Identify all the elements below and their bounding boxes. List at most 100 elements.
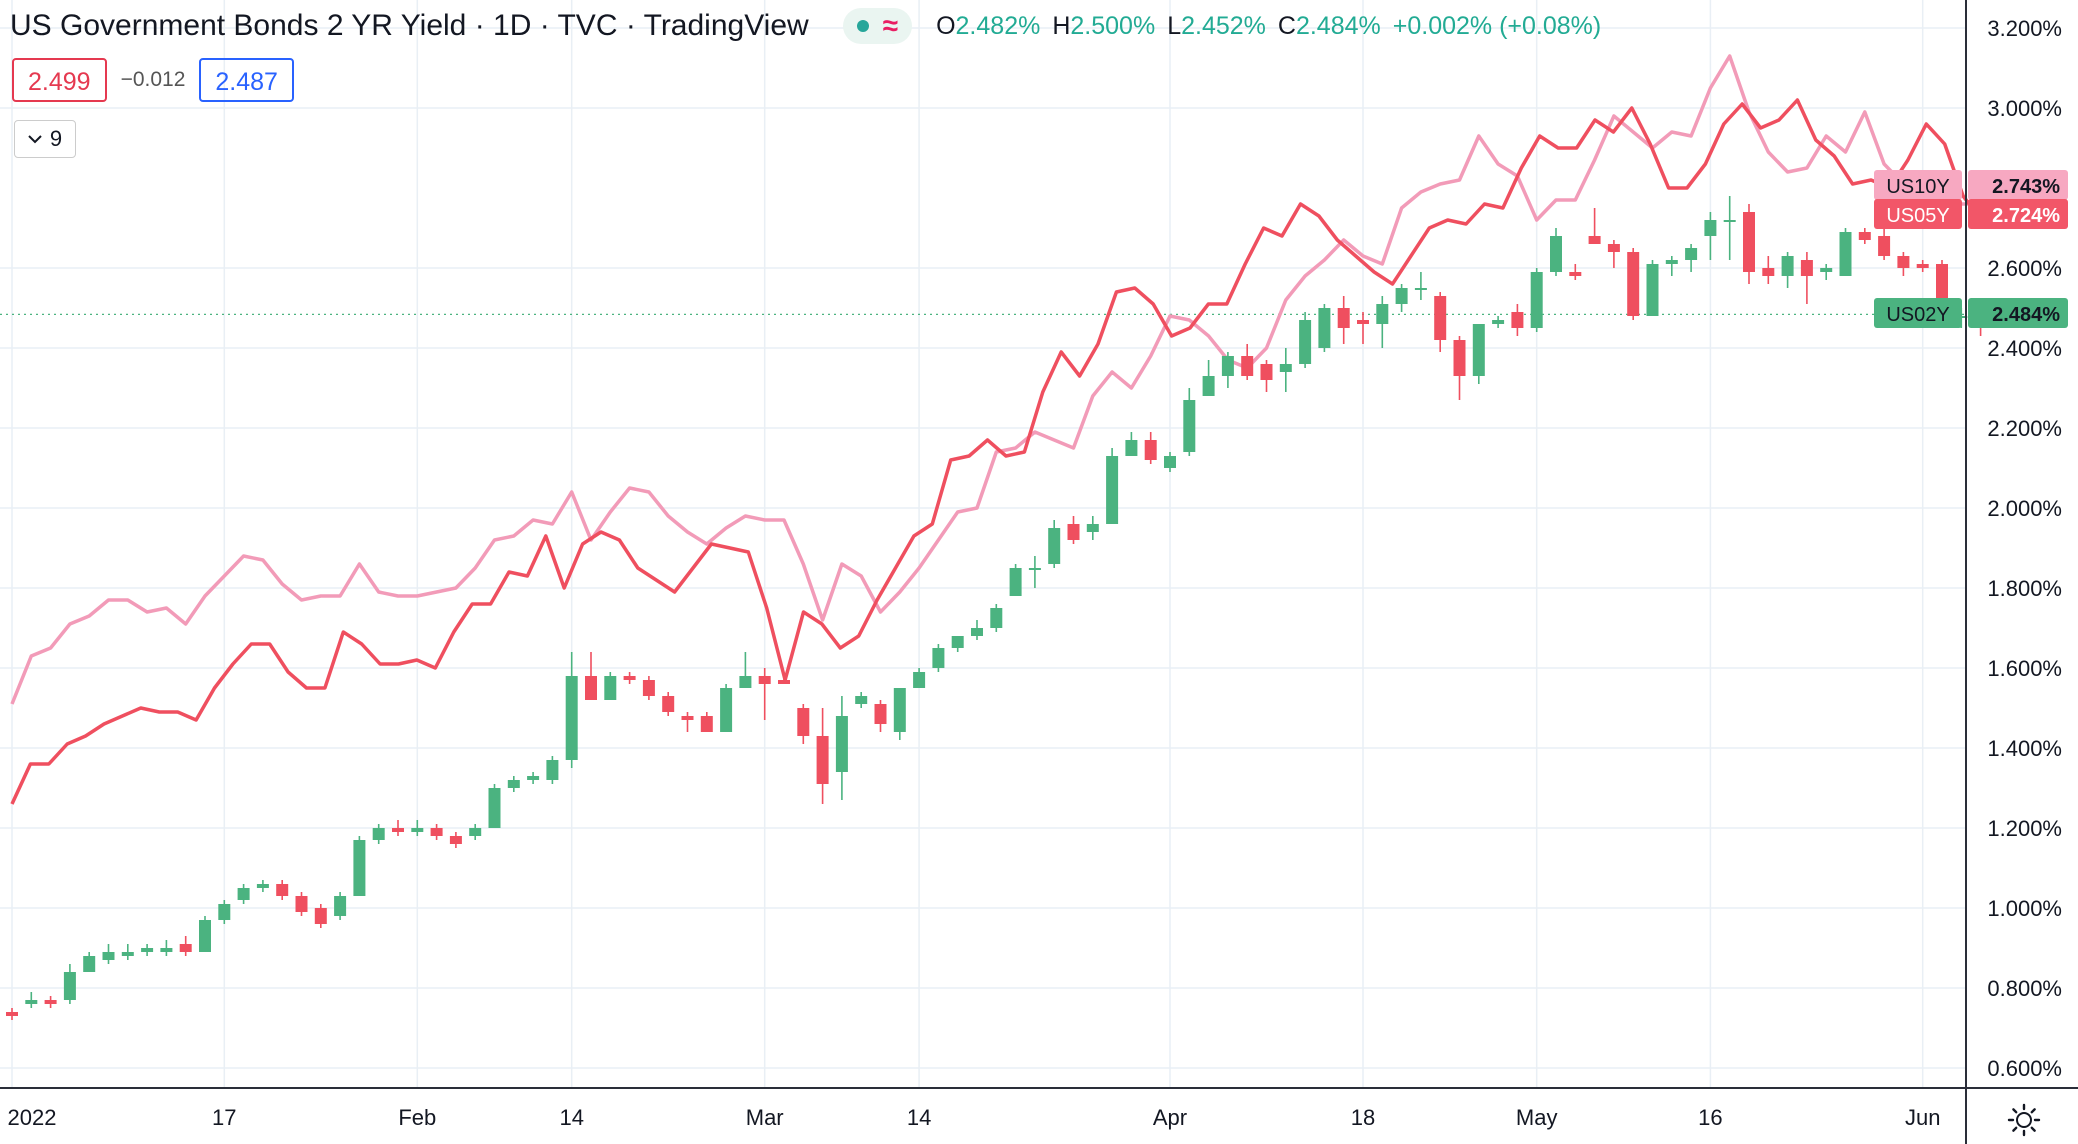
buy-price-button[interactable]: 2.487 — [199, 58, 294, 102]
y-tick-label: 2.400% — [1987, 336, 2062, 361]
candle-down — [1858, 228, 1871, 244]
market-status-pill[interactable]: ≈ — [842, 8, 913, 44]
x-tick-label: 17 — [212, 1105, 236, 1130]
candle-up — [739, 652, 752, 688]
candle-body — [585, 676, 597, 700]
y-tick-label: 0.600% — [1987, 1056, 2062, 1081]
candle-down — [44, 996, 57, 1008]
ohlc-change: +0.002% (+0.08%) — [1392, 11, 1602, 40]
candle-body — [314, 908, 327, 924]
candle-body — [1723, 220, 1736, 222]
candle-body — [392, 828, 404, 832]
symbol-title[interactable]: US Government Bonds 2 YR Yield · 1D · TV… — [10, 9, 809, 42]
series-name-tag — [1874, 170, 1962, 200]
candle-body — [1858, 232, 1871, 240]
candle-up — [1202, 360, 1215, 396]
candle-up — [372, 824, 385, 844]
y-tick-label: 2.000% — [1987, 496, 2062, 521]
series-name-tag — [1874, 298, 1962, 328]
candle-body — [1607, 244, 1620, 252]
candle-body — [372, 828, 385, 840]
candle-body — [160, 948, 173, 952]
candle-down — [1453, 336, 1466, 400]
candle-down — [1897, 252, 1910, 276]
candle-up — [1395, 284, 1408, 312]
last-value-us05y: US05Y 2.724% — [1874, 199, 2068, 229]
candle-body — [951, 636, 964, 648]
candle-down — [623, 672, 636, 684]
indicators-toggle-button[interactable]: 9 — [14, 120, 76, 158]
candle-up — [1839, 228, 1852, 276]
candle-up — [720, 684, 733, 732]
candle-up — [951, 636, 964, 652]
candle-down — [1607, 240, 1620, 268]
candle-body — [720, 688, 733, 732]
last-value-labels: US10Y 2.743% US05Y 2.724% US02Y 2.484% — [1874, 170, 2068, 328]
x-tick-label: 14 — [559, 1105, 583, 1130]
candle-body — [855, 696, 868, 704]
candle-body — [488, 788, 501, 828]
ohlc-open-value: 2.482% — [955, 11, 1041, 40]
settings-icon[interactable] — [2006, 1102, 2042, 1138]
candle-body — [604, 676, 617, 700]
candle-up — [1376, 296, 1389, 348]
candle-body — [353, 840, 366, 896]
candle-body — [1202, 376, 1215, 396]
candle-up — [1492, 316, 1505, 328]
series-value-text: 2.743% — [1992, 176, 2060, 198]
candle-up — [25, 992, 38, 1008]
candle-body — [83, 956, 96, 972]
candle-body — [121, 952, 134, 956]
candle-body — [893, 688, 906, 732]
candle-up — [1028, 556, 1041, 588]
candle-down — [874, 700, 887, 732]
trade-row: 2.499 −0.012 2.487 — [12, 58, 294, 102]
candle-body — [1279, 364, 1292, 372]
candle-body — [990, 608, 1003, 628]
candle-body — [1878, 236, 1891, 256]
candle-body — [1820, 268, 1833, 272]
chart-grid — [0, 0, 1966, 1088]
candle-up — [1279, 348, 1292, 392]
candle-down — [1878, 228, 1891, 260]
candle-body — [1530, 272, 1543, 328]
candle-down — [430, 824, 443, 840]
candle-body — [642, 680, 655, 696]
candle-down — [797, 704, 810, 744]
candle-body — [1260, 364, 1273, 380]
candle-body — [1086, 524, 1099, 532]
candle-body — [1453, 340, 1466, 376]
y-tick-label: 1.200% — [1987, 816, 2062, 841]
x-tick-label: Apr — [1153, 1105, 1187, 1130]
candle-down — [1260, 360, 1273, 392]
candle-body — [25, 1000, 38, 1004]
candle-up — [604, 672, 617, 700]
series-name-text: US02Y — [1886, 304, 1949, 326]
sell-price-button[interactable]: 2.499 — [12, 58, 107, 102]
ohlc-high-label: H — [1052, 11, 1071, 40]
candle-body — [546, 760, 559, 780]
candle-up — [1318, 304, 1331, 352]
candle-body — [1492, 320, 1505, 324]
candle-body — [681, 716, 694, 720]
y-tick-label: 0.800% — [1987, 976, 2062, 1001]
candle-down — [700, 712, 713, 732]
candle-body — [1048, 528, 1061, 564]
candle-down — [1588, 208, 1601, 244]
chart-header: US Government Bonds 2 YR Yield · 1D · TV… — [10, 6, 1601, 46]
candle-up — [1685, 244, 1698, 272]
candle-body — [797, 708, 810, 736]
candle-down — [179, 936, 192, 956]
candle-up — [507, 776, 520, 792]
candle-up — [971, 620, 983, 640]
candle-up — [990, 604, 1003, 632]
candle-down — [314, 904, 327, 928]
candle-body — [1125, 440, 1138, 456]
candle-up — [855, 692, 868, 708]
candle-down — [816, 708, 829, 804]
candle-body — [1028, 568, 1041, 570]
candle-body — [1067, 524, 1080, 540]
candle-down — [1434, 292, 1447, 352]
